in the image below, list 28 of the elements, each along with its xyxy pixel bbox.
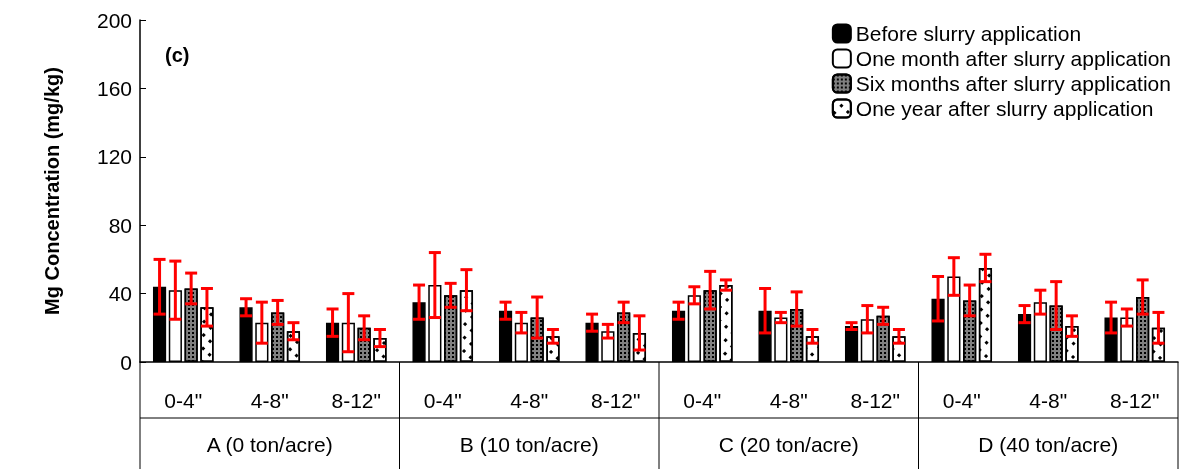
x-tick-label: 8-12" <box>850 389 900 412</box>
x-tick-label: 0-4" <box>683 389 722 412</box>
text: A (0 ton/acre) <box>206 432 333 456</box>
y-tick-label: 80 <box>108 213 132 237</box>
legend-label: Before slurry application <box>855 22 1082 45</box>
text: (c) <box>165 44 190 66</box>
x-tick-label: 4-8" <box>769 389 808 412</box>
x-tick-label: 8-12" <box>331 389 381 412</box>
y-tick-label: 0 <box>120 350 132 374</box>
x-tick-label: 4-8" <box>510 389 549 412</box>
y-tick-label: 40 <box>108 282 132 306</box>
y-axis-title: Mg Concentration (mg/kg) <box>41 67 63 315</box>
legend-label: One month after slurry application <box>855 47 1171 70</box>
text: D (40 ton/acre) <box>978 432 1119 456</box>
text: B (10 ton/acre) <box>459 432 599 456</box>
x-tick-label: 8-12" <box>591 389 641 412</box>
y-tick-label: 120 <box>96 145 132 169</box>
y-tick-label: 200 <box>96 8 132 32</box>
x-tick-label: 0-4" <box>423 389 462 412</box>
x-tick-label: 4-8" <box>1029 389 1068 412</box>
legend-label: Six months after slurry application <box>855 72 1171 95</box>
x-tick-label: 0-4" <box>942 389 981 412</box>
x-tick-label: 8-12" <box>1110 389 1160 412</box>
x-tick-label: 4-8" <box>250 389 289 412</box>
text: C (20 ton/acre) <box>718 432 859 456</box>
legend-label: One year after slurry application <box>855 97 1154 120</box>
y-tick-label: 160 <box>96 76 132 100</box>
x-tick-label: 0-4" <box>164 389 203 412</box>
